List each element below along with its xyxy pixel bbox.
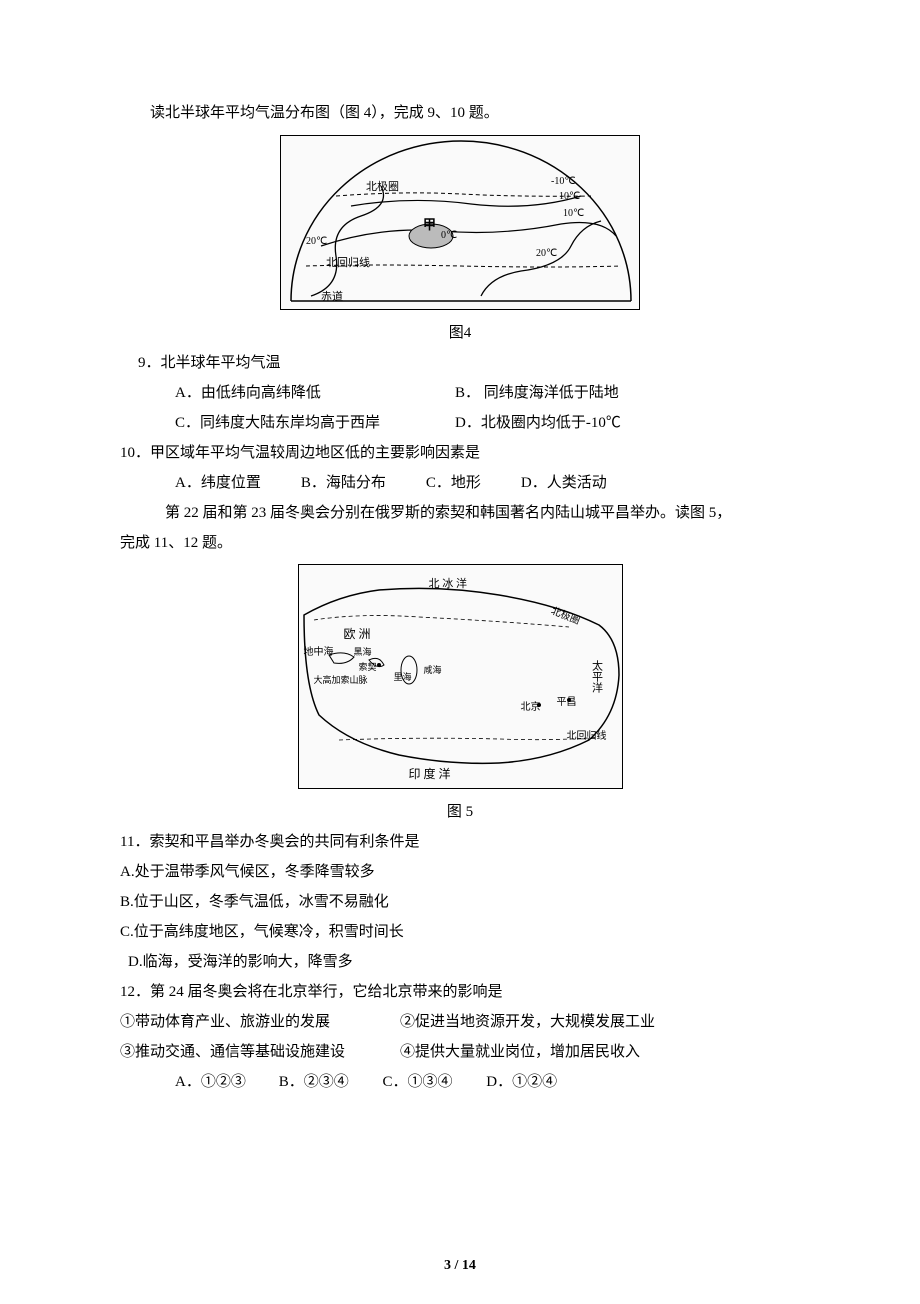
figure-4-container: 北极圈 北回归线 赤道 甲 20℃ 0℃ 10℃ 10℃ -10℃ 20℃ 图4 xyxy=(120,135,800,342)
label-caucasus: 大高加索山脉 xyxy=(314,673,368,686)
label-pyeongchang: 平昌 xyxy=(557,693,577,708)
label-jia: 甲 xyxy=(423,214,436,233)
q12-statements-row1: ①带动体育产业、旅游业的发展 ②促进当地资源开发，大规模发展工业 xyxy=(120,1007,800,1037)
q10-opt-a: A．纬度位置 xyxy=(175,468,261,498)
label-0c: 0℃ xyxy=(441,230,457,241)
label-caspian: 里海 xyxy=(394,670,412,683)
q9-options-row1: A．由低纬向高纬降低 B． 同纬度海洋低于陆地 xyxy=(175,378,800,408)
label-10c-b: 10℃ xyxy=(563,208,584,219)
q12-stem: 12．第 24 届冬奥会将在北京举行，它给北京带来的影响是 xyxy=(120,977,800,1007)
q11-opt-c: C.位于高纬度地区，气候寒冷，积雪时间长 xyxy=(120,917,800,947)
q11-opt-d: D.临海，受海洋的影响大，降雪多 xyxy=(128,947,800,977)
label-arctic: 北极圈 xyxy=(366,178,399,194)
q11-opt-b: B.位于山区，冬季气温低，冰雪不易融化 xyxy=(120,887,800,917)
q12-s4: ④提供大量就业岗位，增加居民收入 xyxy=(400,1037,640,1067)
figure-4-caption: 图4 xyxy=(120,321,800,342)
q10-opt-b: B．海陆分布 xyxy=(301,468,386,498)
q12-opt-a: A．①②③ xyxy=(175,1067,275,1097)
q10-opt-d: D．人类活动 xyxy=(521,468,607,498)
q12-opt-c: C．①③④ xyxy=(383,1067,483,1097)
label-europe: 欧 洲 xyxy=(344,625,371,642)
figure-5-container: 北 冰 洋 欧 洲 地中海 黑海 索契 大高加索山脉 里海 咸海 太平洋 北京 … xyxy=(120,564,800,821)
q9-opt-c: C．同纬度大陆东岸均高于西岸 xyxy=(175,408,455,438)
page-number: 3 / 14 xyxy=(0,1258,920,1274)
label-m10c: -10℃ xyxy=(551,176,576,187)
q9-options-row2: C．同纬度大陆东岸均高于西岸 D．北极圈内均低于-10℃ xyxy=(175,408,800,438)
q9-opt-b: B． 同纬度海洋低于陆地 xyxy=(455,378,800,408)
label-pacific: 太平洋 xyxy=(589,660,605,693)
label-20c-left: 20℃ xyxy=(306,236,327,247)
label-sochi: 索契 xyxy=(359,660,377,673)
q12-s1: ①带动体育产业、旅游业的发展 xyxy=(120,1007,400,1037)
figure-5-map: 北 冰 洋 欧 洲 地中海 黑海 索契 大高加索山脉 里海 咸海 太平洋 北京 … xyxy=(298,564,623,789)
label-indian: 印 度 洋 xyxy=(409,765,451,782)
q10-options: A．纬度位置 B．海陆分布 C．地形 D．人类活动 xyxy=(175,468,800,498)
q12-options: A．①②③ B．②③④ C．①③④ D．①②④ xyxy=(175,1067,800,1097)
label-beijing: 北京 xyxy=(521,698,541,713)
q10-opt-c: C．地形 xyxy=(426,468,481,498)
figure-4-map: 北极圈 北回归线 赤道 甲 20℃ 0℃ 10℃ 10℃ -10℃ 20℃ xyxy=(280,135,640,310)
q12-s2: ②促进当地资源开发，大规模发展工业 xyxy=(400,1007,655,1037)
label-equator: 赤道 xyxy=(321,288,343,304)
intro-text-1: 读北半球年平均气温分布图（图 4），完成 9、10 题。 xyxy=(120,100,800,127)
q9-opt-d: D．北极圈内均低于-10℃ xyxy=(455,408,800,438)
label-black: 黑海 xyxy=(354,645,372,658)
label-aral: 咸海 xyxy=(424,663,442,676)
figure-5-caption: 图 5 xyxy=(120,800,800,821)
q12-s3: ③推动交通、通信等基础设施建设 xyxy=(120,1037,400,1067)
context-2b: 完成 11、12 题。 xyxy=(120,528,800,558)
hemisphere-map-svg xyxy=(281,136,641,311)
label-20c-right: 20℃ xyxy=(536,248,557,259)
label-arctic-ocean: 北 冰 洋 xyxy=(429,575,468,591)
q12-statements-row2: ③推动交通、通信等基础设施建设 ④提供大量就业岗位，增加居民收入 xyxy=(120,1037,800,1067)
label-10c: 10℃ xyxy=(559,191,580,202)
q9-opt-a: A．由低纬向高纬降低 xyxy=(175,378,455,408)
q11-opt-a: A.处于温带季风气候区，冬季降雪较多 xyxy=(120,857,800,887)
q12-opt-b: B．②③④ xyxy=(279,1067,379,1097)
q9-stem: 9．北半球年平均气温 xyxy=(138,348,800,378)
q12-opt-d: D．①②④ xyxy=(486,1067,586,1097)
q11-stem: 11．索契和平昌举办冬奥会的共同有利条件是 xyxy=(120,827,800,857)
label-med: 地中海 xyxy=(304,643,334,658)
context-2: 第 22 届和第 23 届冬奥会分别在俄罗斯的索契和韩国著名内陆山城平昌举办。读… xyxy=(120,498,800,528)
label-tropic-5: 北回归线 xyxy=(567,727,607,742)
label-tropic: 北回归线 xyxy=(326,254,370,270)
q10-stem: 10．甲区域年平均气温较周边地区低的主要影响因素是 xyxy=(120,438,800,468)
